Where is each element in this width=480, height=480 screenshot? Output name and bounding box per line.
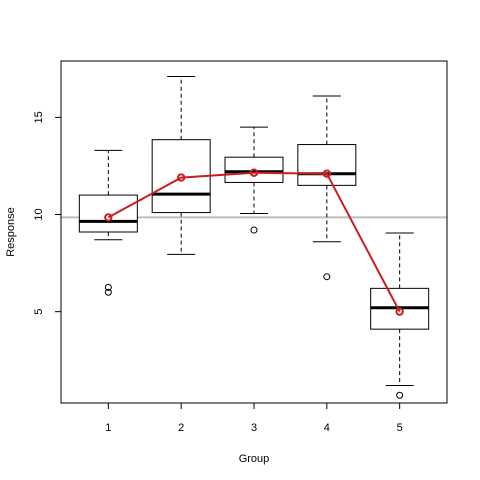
box-iqr: [297, 144, 357, 186]
y-tick-label: 5: [33, 309, 45, 315]
y-tick-label: 15: [33, 111, 45, 123]
x-tick-label: 4: [324, 422, 330, 434]
box-group-4: [297, 95, 357, 281]
mean-line: [107, 171, 401, 313]
mean-point-1: [104, 213, 113, 222]
mean-point-5: [395, 307, 404, 316]
outlier-point: [104, 288, 112, 296]
x-axis-label: Group: [239, 453, 270, 465]
outlier-point: [104, 283, 112, 291]
box-group-2: [151, 76, 211, 255]
outlier-point: [323, 273, 331, 281]
box-group-1: [78, 149, 138, 296]
x-tick-label: 2: [178, 422, 184, 434]
outlier-point: [250, 226, 258, 234]
y-axis-label: Response: [5, 207, 17, 257]
x-tick-label: 3: [251, 422, 257, 434]
mean-point-4: [322, 169, 332, 178]
y-tick-label: 10: [33, 208, 45, 220]
outlier-point: [396, 391, 404, 399]
x-tick-label: 5: [397, 422, 403, 434]
mean-point-2: [176, 173, 186, 182]
mean-point-3: [249, 168, 259, 177]
x-tick-label: 1: [105, 422, 111, 434]
